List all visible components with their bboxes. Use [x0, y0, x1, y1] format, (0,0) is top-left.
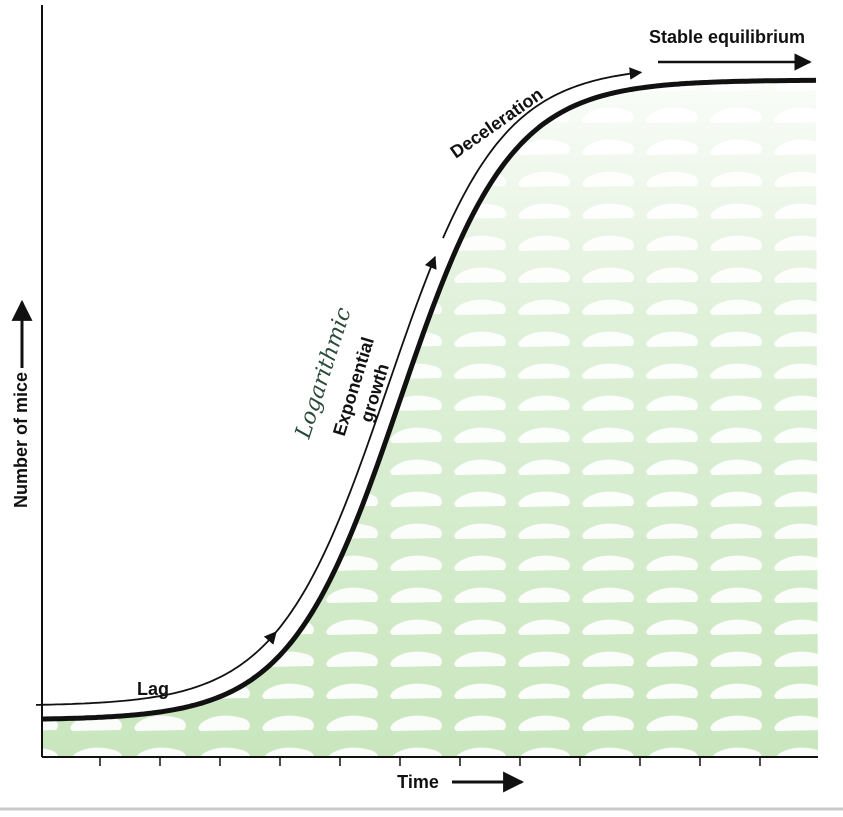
stable-label: Stable equilibrium	[649, 27, 805, 47]
phase-arrow	[36, 631, 277, 706]
x-axis-label: Time	[397, 772, 439, 792]
phase-arrows	[36, 67, 643, 706]
phase-arrow	[442, 67, 643, 239]
y-axis-label: Number of mice	[11, 372, 31, 508]
phase-arrow	[272, 255, 437, 637]
growth-curve	[42, 77, 817, 722]
population-area	[42, 80, 818, 758]
lag-label: Lag	[137, 679, 169, 699]
x-ticks	[99, 757, 761, 766]
